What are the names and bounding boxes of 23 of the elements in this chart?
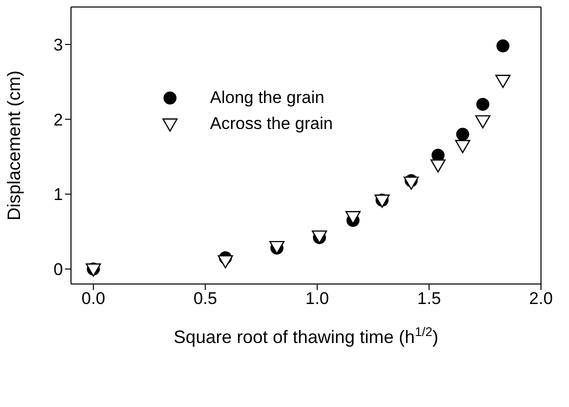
y-tick-label: 3 [54,35,63,54]
x-tick-label: 2.0 [529,289,553,308]
y-tick-label: 2 [54,110,63,130]
x-tick-label: 1.5 [417,289,441,308]
y-axis-title: Displacement (cm) [4,70,24,221]
point [345,211,361,224]
legend-label: Along the grain [210,88,324,108]
point [496,39,510,52]
x-tick-label: 0.0 [82,289,106,308]
point [475,115,490,128]
y-tick-label: 0 [54,260,63,280]
x-axis-title: Square root of thawing time (h$^{1/2}$) [174,325,438,347]
point [404,176,419,190]
legend-label: Across the grain [210,114,333,134]
point [455,140,470,154]
y-tick-label: 1 [54,185,63,204]
x-tick-label: 1.0 [305,289,330,308]
point [495,74,511,88]
point [218,255,234,268]
x-tick-label: 0.5 [193,289,218,308]
point [430,159,446,173]
point [476,98,490,111]
point [456,128,470,141]
